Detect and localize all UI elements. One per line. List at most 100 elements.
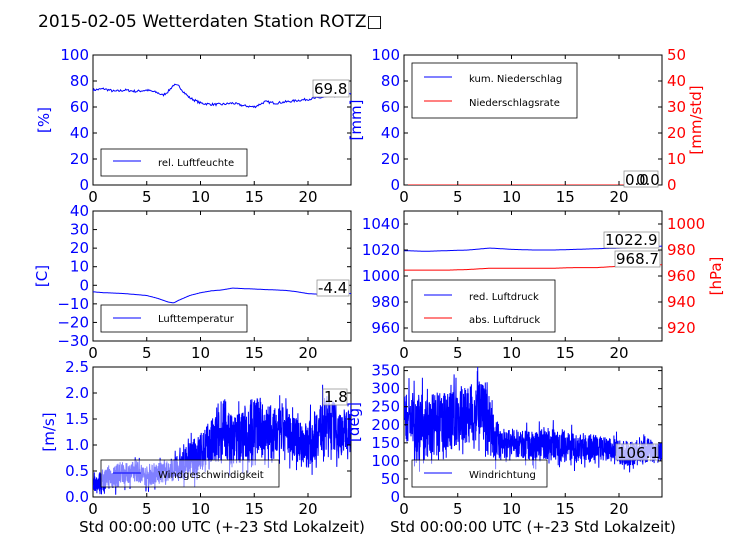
series-line-lufttemperatur	[93, 287, 351, 304]
y-tick-label: −10	[57, 295, 89, 313]
x-tick-label: 5	[142, 344, 152, 362]
axes-frame-humidity	[92, 54, 352, 186]
xlabel-right: Std 00:00:00 UTC (+-23 Std Lokalzeit)	[390, 518, 676, 536]
ylabel-right-pressure: [hPa]	[707, 257, 725, 296]
legend-humidity: rel. Luftfeuchte	[100, 148, 248, 177]
value-annotation-humidity: 69.8	[312, 79, 350, 98]
y-tick-label-right: 1000	[667, 215, 705, 233]
y-tick-label-right: 50	[667, 46, 686, 64]
y-tick-label: −30	[57, 332, 89, 350]
legend-entry: kum. Niederschlag	[469, 74, 562, 85]
x-tick-label: 0	[88, 500, 98, 518]
legend-entry: Lufttemperatur	[158, 314, 235, 325]
value-box-2	[614, 250, 661, 268]
value-box	[322, 388, 348, 406]
y-tick-label: 960	[371, 319, 400, 337]
y-tick-label: −20	[57, 313, 89, 331]
legend-entry: Niederschlagsrate	[469, 98, 560, 109]
x-tick-label: 20	[298, 344, 317, 362]
x-tick-label: 5	[453, 500, 463, 518]
x-tick-label: 15	[245, 500, 264, 518]
legend-box	[100, 148, 248, 177]
xlabel-left: Std 00:00:00 UTC (+-23 Std Lokalzeit)	[79, 518, 365, 536]
x-tick-label: 15	[556, 500, 575, 518]
y-tick-label: 0	[390, 488, 400, 506]
y-tick-label: 40	[70, 124, 89, 142]
value-box	[312, 79, 350, 98]
x-tick-label: 15	[245, 188, 264, 206]
y-tick-label-right: 960	[667, 267, 696, 285]
y-tick-label: 60	[381, 98, 400, 116]
legend-entry: rel. Luftfeuchte	[158, 158, 234, 169]
legend-entry: red. Luftdruck	[469, 292, 539, 303]
x-tick-label: 20	[609, 344, 628, 362]
x-tick-label: 0	[88, 188, 98, 206]
legend-box	[411, 62, 578, 119]
y-tick-label: 0	[79, 276, 89, 294]
y-tick-label: 150	[371, 434, 400, 452]
y-tick-label: 0	[79, 176, 89, 194]
ylabel-right-precip: [mm/std]	[687, 85, 705, 154]
y-tick-label: 250	[371, 398, 400, 416]
x-tick-label: 0	[88, 344, 98, 362]
x-tick-label: 20	[298, 500, 317, 518]
y-tick-label: 980	[371, 293, 400, 311]
y-tick-label-right: 20	[667, 124, 686, 142]
value-annotation-precip: 0.0 0.0	[623, 170, 660, 189]
y-tick-label: 350	[371, 362, 400, 380]
y-tick-label: 20	[381, 150, 400, 168]
value-label: -4.4	[318, 279, 347, 297]
x-tick-label: 10	[502, 188, 521, 206]
value-label: 1022.9	[605, 231, 658, 249]
x-tick-label: 20	[609, 188, 628, 206]
value-annotation-pressure: 1022.9 968.7	[603, 231, 661, 268]
plot-temperature	[93, 287, 351, 304]
y-tick-label: 60	[70, 98, 89, 116]
value-label-2: 0.0	[636, 171, 660, 189]
y-tick-label: 0.5	[65, 462, 89, 480]
value-label: 69.8	[314, 80, 347, 98]
x-tick-label: 10	[191, 344, 210, 362]
y-tick-label: 80	[70, 72, 89, 90]
value-annotation-windspeed: 1.8	[322, 388, 348, 406]
y-tick-label-right: 940	[667, 293, 696, 311]
panel-windspeed: Windgeschwindigkeit 0.0 0.5 1.0 1.5 2.0 2.5 0…	[40, 358, 352, 518]
x-tick-label: 5	[142, 500, 152, 518]
y-tick-label: 100	[60, 46, 89, 64]
y-tick-label: 1020	[362, 241, 400, 259]
ylabel-winddir: [deg]	[345, 402, 363, 442]
figure-title: 2015-02-05 Wetterdaten Station ROTZ□	[38, 12, 383, 32]
y-tick-label: 80	[381, 72, 400, 90]
value-label: 0.0	[625, 171, 649, 189]
yticks-right-precip: 0 10 20 30 40 50	[658, 46, 686, 194]
series-line-rel-luftfeuchte	[93, 83, 351, 109]
yticks-pressure: 960 980 1000 1020 1040	[362, 215, 408, 337]
x-tick-label: 5	[142, 188, 152, 206]
panel-precip: 0 20 40 60 80 100 0 10 20 30 40 50 0 5 10 15 20 [mm] […	[347, 46, 705, 206]
y-tick-label: 0.0	[65, 488, 89, 506]
y-tick-label: 2.0	[65, 384, 89, 402]
legend-entry: abs. Luftdruck	[469, 315, 540, 326]
xticks-winddir: 0 5 10 15 20	[399, 367, 629, 518]
legend-box	[100, 459, 280, 488]
x-tick-label: 10	[502, 500, 521, 518]
value-label-2: 968.7	[616, 250, 659, 268]
y-tick-label: 40	[70, 202, 89, 220]
yticks-humidity: 0 20 40 60 80 100	[60, 46, 351, 194]
yticks-windspeed: 0.0 0.5 1.0 1.5 2.0 2.5	[65, 358, 351, 506]
plot-humidity	[93, 83, 351, 109]
value-annotation-temperature: -4.4	[316, 279, 350, 297]
y-tick-label: 200	[371, 416, 400, 434]
yticks-right-pressure: 920 940 960 980 1000	[658, 215, 705, 337]
y-tick-label: 1040	[362, 215, 400, 233]
panel-humidity: 0 20 40 60 80 100 0 5 10 15 20 [%] rel. Luftfeuch…	[35, 46, 352, 206]
y-tick-label: 1000	[362, 267, 400, 285]
x-tick-label: 0	[399, 500, 409, 518]
ylabel-temperature: [C]	[33, 265, 51, 287]
x-tick-label: 5	[453, 344, 463, 362]
